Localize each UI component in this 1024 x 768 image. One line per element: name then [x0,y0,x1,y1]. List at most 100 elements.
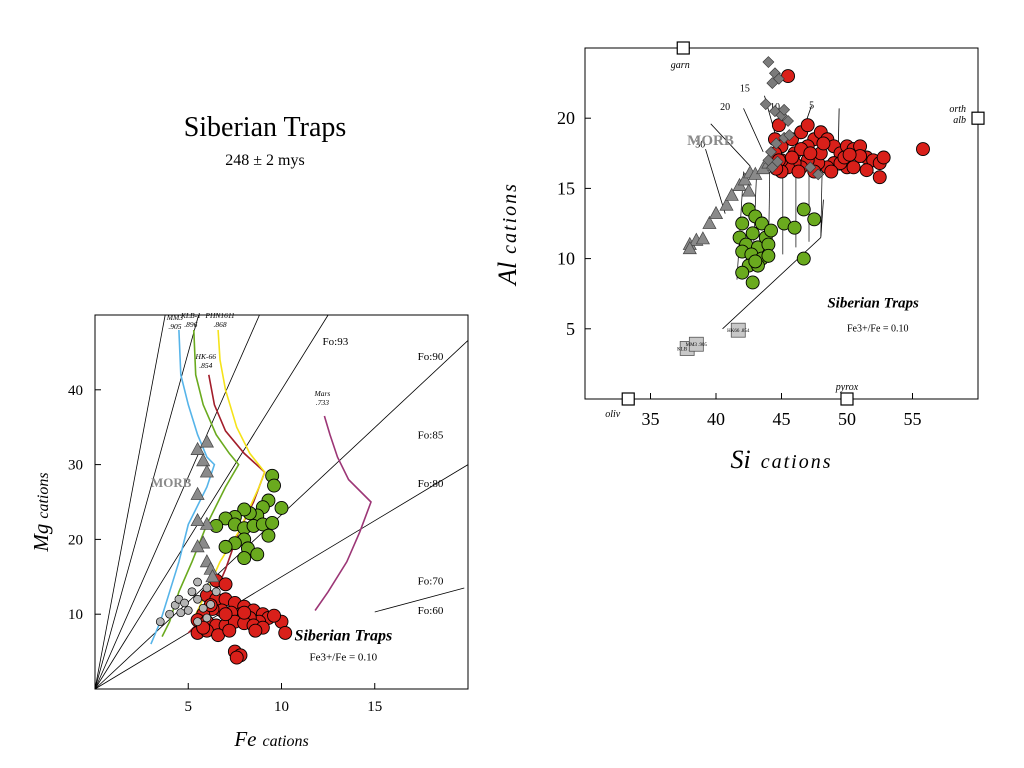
data-point [842,147,857,162]
data-point [708,205,724,220]
data-point [785,150,799,165]
point-label: HK66 .854 [727,329,750,334]
data-point [274,501,289,515]
isopleth-label: 20 [720,102,730,113]
data-point [190,512,205,527]
curve-label: HK-66 [195,352,217,361]
y-tick-label: 30 [68,458,83,474]
x-tick-label: 50 [838,409,856,429]
data-point [237,605,252,620]
data-point [759,98,772,111]
series-diamonds [759,56,825,181]
data-point [770,137,783,150]
data-point [771,118,786,133]
y-axis-label: Mg cations [29,472,53,552]
y-tick-label: 10 [68,607,83,623]
chart-annotation-title: Siberian Traps [827,296,919,312]
isopleth-line [743,108,764,153]
fo-line [94,314,329,690]
data-point [218,539,233,554]
data-point [196,453,211,467]
fo-label: Fo:90 [418,351,444,363]
data-point [824,164,839,179]
data-point [165,609,174,619]
isopleth-label: 5 [809,100,814,111]
curve-label: .854 [199,361,212,370]
page-subtitle: 248 ± 2 mys [225,152,305,169]
data-point [211,587,221,597]
curve-label: KLB-1 [180,311,201,320]
data-point [176,608,186,618]
endmember-label: garn [671,60,690,71]
data-point [267,608,281,623]
data-point [198,603,208,613]
fo-label: Fo:80 [418,478,444,490]
data-point [762,56,775,68]
y-tick-label: 20 [68,532,83,548]
data-point [190,486,205,500]
data-point [787,220,802,235]
data-point [916,142,930,157]
fo-label: Fo:70 [418,575,444,587]
data-point [180,598,189,608]
endmember-label: alb [953,115,966,126]
x-axis-label-unit: cations [761,451,833,473]
data-point [782,115,794,127]
morb-label: MORB [151,475,192,490]
y-axis-label: Al cations [493,182,522,287]
y-tick-label: 10 [557,249,575,269]
y-axis-label-main: Mg [29,524,53,553]
x-tick-label: 45 [773,409,791,429]
data-point [812,168,825,181]
curve-label: .896 [184,320,197,329]
data-point [771,155,784,168]
data-point [800,118,815,133]
data-point [783,129,796,141]
data-point [719,197,734,211]
data-point [237,551,252,566]
curve-mars [314,415,372,611]
x-tick-label: 35 [642,409,660,429]
data-point [816,136,831,151]
data-point [688,336,704,352]
data-point [199,516,214,530]
data-point [737,172,752,186]
isopleth-line [820,171,823,237]
fo-line [94,464,469,690]
data-point [766,77,779,90]
data-point [205,569,220,583]
x-axis-label-main: Fe [233,727,256,751]
title-block: Siberian Traps 248 ± 2 mys [130,112,400,170]
data-point [741,183,756,197]
data-point [193,577,202,587]
series-triangles [190,434,220,583]
chart-annotation-title: Siberian Traps [295,627,393,644]
endmember-marker [840,392,854,406]
data-point [199,464,214,478]
data-point [735,216,750,231]
data-point [876,150,891,165]
curve-label: .905 [168,322,181,331]
endmember-label: pyrox [835,382,859,393]
data-point [846,160,861,175]
endmember-marker [971,111,985,125]
curve-label: .733 [316,398,329,407]
data-point [261,528,276,543]
data-point [193,594,202,604]
endmember-marker [621,392,635,406]
data-point [748,254,763,269]
point-label: MM3 .905 [686,343,708,348]
fo-line [94,314,260,690]
data-point [206,600,215,609]
y-axis-label-unit: cations [35,472,52,518]
series-triangles [682,155,776,255]
data-point [155,617,165,627]
x-axis-label-unit: cations [262,733,308,750]
data-point [202,583,212,593]
data-point [761,248,776,263]
series-small-grey [155,577,221,627]
point-label: KLB .890 [677,347,698,352]
